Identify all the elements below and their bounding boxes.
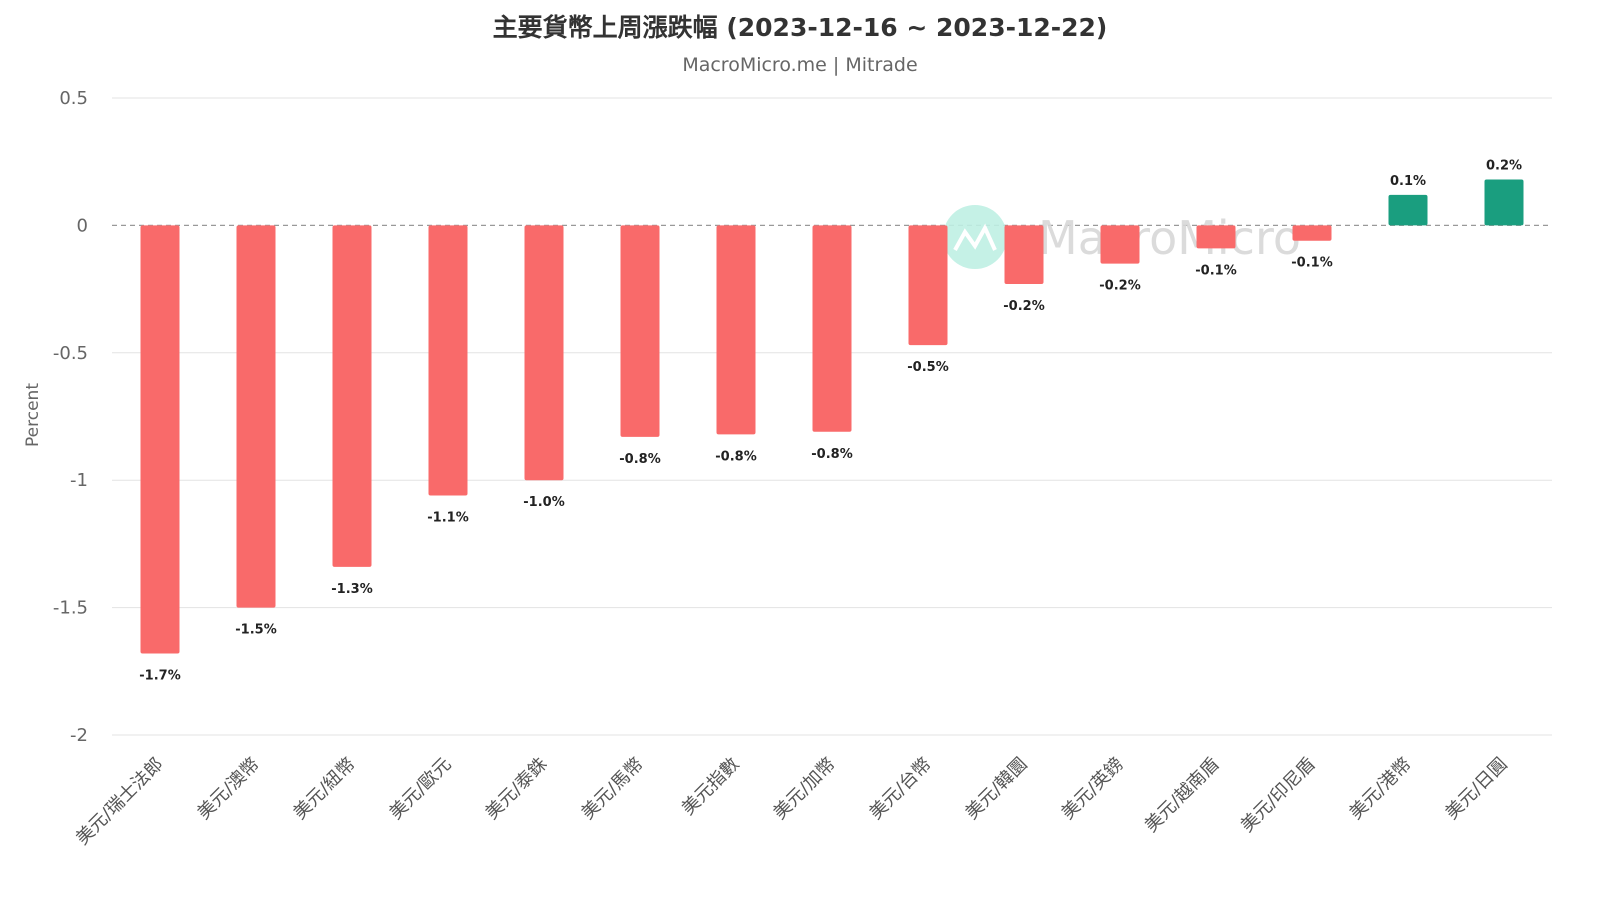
data-label: -0.2% [1003,299,1044,314]
x-category-label: 美元/韓圜 [961,754,1031,824]
y-tick-label: -1 [70,470,88,491]
chart-title: 主要貨幣上周漲跌幅 (2023-12-16 ~ 2023-12-22) [492,13,1108,42]
data-label: -0.1% [1291,256,1332,271]
x-category-label: 美元/馬幣 [577,754,647,824]
x-category-label: 美元/日圓 [1441,754,1511,824]
x-category-label: 美元/紐幣 [289,754,359,824]
x-category-label: 美元/澳幣 [193,754,263,824]
data-label: -1.1% [427,510,468,525]
bar[interactable] [1100,225,1140,264]
y-tick-label: -1.5 [53,598,88,619]
data-label: -1.0% [523,495,564,510]
data-label: -0.5% [907,360,948,375]
data-label: -0.8% [619,452,660,467]
bar[interactable] [812,225,852,432]
bar[interactable] [620,225,660,437]
data-label: -0.1% [1195,263,1236,278]
x-category-label: 美元/英鎊 [1057,754,1127,824]
x-category-label: 美元/歐元 [385,754,455,824]
bar[interactable] [236,225,276,608]
data-label: -0.8% [715,449,756,464]
bar[interactable] [1004,225,1044,285]
data-label: -0.8% [811,447,852,462]
data-label: -1.5% [235,623,276,638]
chart-subtitle: MacroMicro.me | Mitrade [682,54,918,76]
bar[interactable] [524,225,564,481]
y-tick-label: -2 [70,725,88,746]
y-tick-label: -0.5 [53,343,88,364]
bar[interactable] [332,225,372,567]
bar[interactable] [1484,179,1524,226]
x-category-label: 美元/加幣 [769,754,839,824]
bar[interactable] [908,225,948,346]
y-tick-label: 0 [77,215,88,236]
y-axis-title: Percent [23,383,43,447]
watermark-text: MacroMicro [1038,211,1301,265]
bar[interactable] [428,225,468,496]
data-label: -1.7% [139,668,180,683]
data-label: -1.3% [331,582,372,597]
x-category-label: 美元/台幣 [865,754,935,824]
data-label: 0.1% [1390,174,1426,189]
x-axis-categories: 美元/瑞士法郎 美元/澳幣 美元/紐幣 美元/歐元 美元/泰銖 美元/馬幣 美元指數 美元/加… [72,754,1512,850]
x-category-label: 美元/泰銖 [481,754,551,824]
bar[interactable] [716,225,756,435]
bars [140,179,1524,654]
bar[interactable] [1196,225,1236,249]
watermark-logo-mark [953,223,997,251]
data-label: 0.2% [1486,159,1522,174]
x-category-label: 美元/港幣 [1345,754,1415,824]
x-category-label: 美元指數 [678,754,744,820]
watermark: MacroMicro [943,205,1301,269]
x-category-label: 美元/印尼盾 [1237,754,1320,837]
x-category-label: 美元/越南盾 [1141,754,1224,837]
data-labels: -1.7% -1.5% -1.3% -1.1% -1.0% -0.8% -0.8% -0.8%… [139,159,1522,684]
bar[interactable] [1388,194,1428,226]
y-tick-label: 0.5 [59,88,88,109]
bar[interactable] [1292,225,1332,241]
bar[interactable] [140,225,180,654]
y-axis-ticks: 0.5 0 -0.5 -1 -1.5 -2 [53,88,88,746]
data-label: -0.2% [1099,279,1140,294]
watermark-logo [943,205,1007,269]
x-category-label: 美元/瑞士法郎 [72,754,168,850]
